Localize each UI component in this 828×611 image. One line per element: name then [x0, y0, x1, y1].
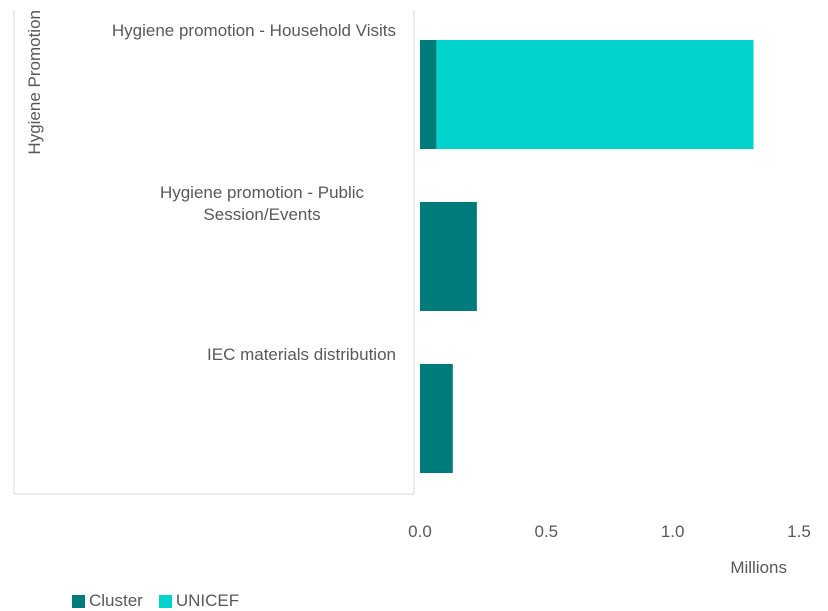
category-label: Hygiene promotion - Household Visits — [112, 21, 396, 40]
legend-label-cluster: Cluster — [89, 591, 143, 610]
category-labels: Hygiene promotion - Household Visits Hygi… — [112, 21, 396, 364]
x-tick-label: 1.5 — [787, 522, 811, 541]
legend: Cluster UNICEF — [72, 591, 255, 611]
category-label: Session/Events — [203, 205, 320, 224]
category-label: IEC materials distribution — [207, 345, 396, 364]
x-tick-label: 0.0 — [408, 522, 432, 541]
legend-label-unicef: UNICEF — [175, 591, 240, 610]
x-tick-label: 0.5 — [535, 522, 559, 541]
bar-cluster — [420, 364, 453, 473]
bar-cluster — [420, 40, 437, 149]
bar-cluster — [420, 202, 477, 311]
x-tick-labels: 0.0 0.5 1.0 1.5 — [408, 522, 811, 541]
bar-unicef — [436, 40, 754, 149]
x-tick-label: 1.0 — [661, 522, 685, 541]
legend-item-cluster: Cluster — [72, 591, 143, 611]
bars — [420, 40, 754, 473]
x-unit-label: Millions — [730, 558, 787, 577]
chart-frame — [13, 10, 415, 495]
legend-item-unicef: UNICEF — [158, 591, 240, 611]
legend-swatch-cluster — [72, 594, 85, 608]
group-label: Hygiene Promotion — [25, 10, 44, 155]
legend-swatch-unicef — [158, 594, 172, 608]
category-label: Hygiene promotion - Public — [160, 183, 365, 202]
